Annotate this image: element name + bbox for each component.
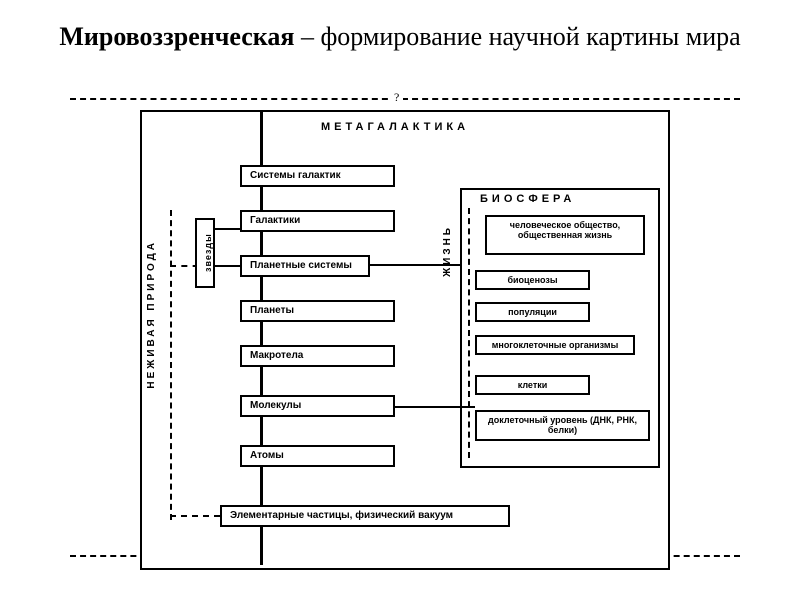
- level-molecules: Молекулы: [240, 395, 395, 417]
- level-elementary-particles: Элементарные частицы, физический вакуум: [220, 505, 510, 527]
- bio-precellular: доклеточный уровень (ДНК, РНК, белки): [475, 410, 650, 441]
- level-atoms: Атомы: [240, 445, 395, 467]
- stars-connector-2: [215, 265, 240, 267]
- diagram: ? ? МЕТАГАЛАКТИКА НЕЖИВАЯ ПРИРОДА ЖИЗНЬ …: [140, 110, 670, 580]
- dashed-connector-bottom: [170, 515, 220, 517]
- left-dashed-vertical: [170, 210, 172, 520]
- page-title: Мировоззренческая – формирование научной…: [0, 0, 800, 62]
- biosphere-title: БИОСФЕРА: [480, 193, 575, 205]
- bio-populations: популяции: [475, 302, 590, 322]
- biosphere-dashed-line: [468, 208, 470, 458]
- stars-box: звезды: [195, 218, 215, 288]
- metagalaxy-label: МЕТАГАЛАКТИКА: [280, 118, 510, 137]
- nonliving-nature-label: НЕЖИВАЯ ПРИРОДА: [146, 240, 157, 389]
- level-galaxy-systems: Системы галактик: [240, 165, 395, 187]
- bio-biocenoses: биоценозы: [475, 270, 590, 290]
- title-bold: Мировоззренческая: [59, 22, 294, 51]
- title-rest: – формирование научной картины мира: [294, 22, 740, 51]
- level-galaxies: Галактики: [240, 210, 395, 232]
- life-label: ЖИЗНЬ: [442, 225, 453, 277]
- top-question-mark: ?: [390, 91, 403, 103]
- connector-planetary-to-bio: [370, 264, 460, 266]
- level-planets: Планеты: [240, 300, 395, 322]
- top-dashed-line: [70, 98, 740, 100]
- bio-multicellular: многоклеточные организмы: [475, 335, 635, 355]
- bio-society: человеческое общество, общественная жизн…: [485, 215, 645, 255]
- stars-connector-1: [215, 228, 240, 230]
- bio-cells: клетки: [475, 375, 590, 395]
- level-planetary-systems: Планетные системы: [240, 255, 370, 277]
- level-macrobodies: Макротела: [240, 345, 395, 367]
